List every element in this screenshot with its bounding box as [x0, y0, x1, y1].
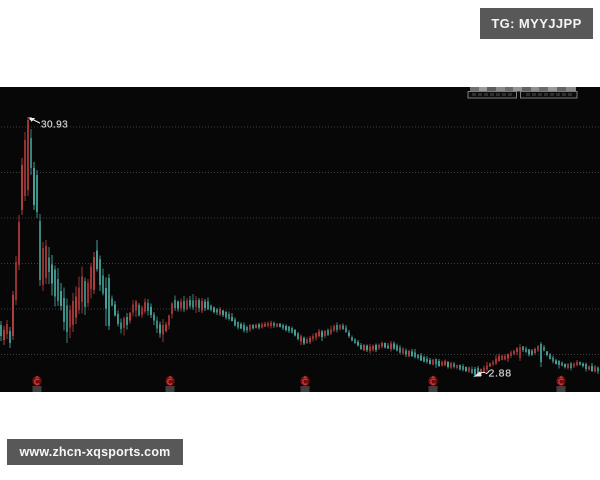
svg-text:2.88: 2.88: [489, 367, 512, 379]
svg-text:30.93: 30.93: [41, 120, 68, 131]
